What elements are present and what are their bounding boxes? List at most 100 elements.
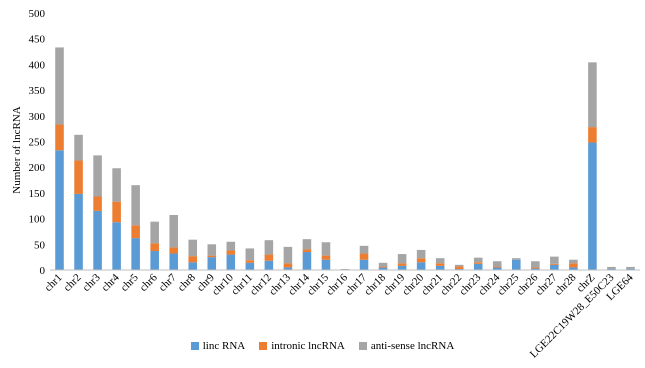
legend-label: anti-sense lncRNA bbox=[370, 340, 455, 352]
bar-segment bbox=[112, 222, 121, 270]
bar-segment bbox=[302, 239, 312, 250]
bar-segment bbox=[226, 241, 236, 251]
y-tick-label: 300 bbox=[29, 111, 46, 123]
bar-segment bbox=[150, 221, 159, 244]
bar-segment bbox=[531, 267, 540, 269]
bar-segment bbox=[569, 263, 578, 268]
bar-segment bbox=[226, 250, 236, 255]
bar-segment bbox=[74, 160, 83, 194]
bar-segment bbox=[588, 142, 597, 270]
bar-segment bbox=[74, 193, 83, 270]
bar-segment bbox=[207, 255, 217, 258]
bar-segment bbox=[626, 266, 635, 269]
bar-segment bbox=[321, 259, 331, 270]
bar-segment bbox=[93, 155, 102, 197]
bar-segment bbox=[435, 258, 445, 264]
bar-segment bbox=[321, 242, 331, 256]
bar-segment bbox=[416, 262, 426, 270]
legend: linc RNA intronic lncRNA anti-sense lncRNA bbox=[0, 340, 645, 352]
bar-segment bbox=[131, 185, 140, 226]
bar-segment bbox=[569, 267, 578, 270]
bar-segment bbox=[245, 260, 255, 263]
bar-segment bbox=[283, 267, 293, 270]
x-tick-label: chr2 bbox=[61, 272, 83, 294]
bar-segment bbox=[378, 266, 388, 268]
bar-segment bbox=[245, 262, 255, 270]
bar-segment bbox=[378, 262, 388, 267]
y-tick-label: 400 bbox=[29, 59, 46, 71]
bar-segment bbox=[626, 268, 635, 270]
bar-segment bbox=[454, 266, 464, 269]
bar-segment bbox=[207, 244, 217, 256]
bar-segment bbox=[378, 267, 388, 270]
legend-item: linc RNA bbox=[190, 340, 245, 352]
y-tick-label: 150 bbox=[29, 188, 46, 200]
x-tick-label: chr3 bbox=[80, 271, 103, 294]
bar-segment bbox=[473, 262, 483, 264]
bar-segment bbox=[340, 268, 350, 270]
bar-segment bbox=[492, 266, 502, 268]
y-tick-label: 350 bbox=[29, 85, 46, 97]
bar-segment bbox=[416, 249, 426, 259]
bar-segment bbox=[588, 127, 597, 143]
bar-segment bbox=[169, 215, 178, 248]
bar-segment bbox=[531, 268, 540, 270]
legend-swatch bbox=[358, 342, 367, 350]
bar-segment bbox=[150, 250, 159, 270]
bar-segment bbox=[435, 263, 445, 266]
bar-segment bbox=[397, 265, 407, 270]
bar-segment bbox=[112, 201, 121, 223]
bar-segment bbox=[492, 267, 502, 270]
bar-segment bbox=[550, 256, 559, 264]
bar-segment bbox=[473, 257, 483, 263]
bar-segment bbox=[283, 263, 293, 268]
bar-segment bbox=[321, 255, 331, 260]
bar-segment bbox=[55, 124, 64, 151]
bar-segment bbox=[302, 252, 312, 270]
bar-segment bbox=[169, 253, 178, 270]
legend-swatch bbox=[190, 342, 199, 350]
y-tick-label: 50 bbox=[34, 239, 46, 251]
bar-segment bbox=[397, 263, 407, 266]
bars bbox=[55, 47, 635, 270]
bar-segment bbox=[264, 254, 274, 261]
bar-segment bbox=[226, 254, 236, 270]
bar-segment bbox=[131, 238, 140, 270]
y-tick-label: 100 bbox=[29, 214, 46, 226]
x-tick-label: chr1 bbox=[42, 272, 64, 294]
y-axis-title: Number of lncRNA bbox=[11, 106, 23, 193]
y-tick-label: 200 bbox=[29, 162, 46, 174]
bar-segment bbox=[359, 253, 369, 260]
bar-segment bbox=[588, 62, 597, 128]
bar-segment bbox=[550, 264, 559, 270]
bar-segment bbox=[93, 196, 102, 211]
bar-segment bbox=[607, 266, 616, 269]
bar-segment bbox=[359, 245, 369, 254]
bar-segment bbox=[188, 256, 198, 263]
bar-segment bbox=[283, 246, 293, 264]
x-tick-label: chr7 bbox=[157, 271, 180, 294]
bar-segment bbox=[492, 261, 502, 267]
y-axis: 0 50 100 150 200 250 300 350 400 450 500 bbox=[29, 8, 46, 277]
y-tick-label: 250 bbox=[29, 137, 46, 149]
bar-segment bbox=[55, 150, 64, 270]
bar-segment bbox=[550, 263, 559, 265]
bar-segment bbox=[302, 249, 312, 253]
bar-segment bbox=[112, 168, 121, 202]
legend-item: anti-sense lncRNA bbox=[358, 340, 455, 352]
bar-segment bbox=[569, 259, 578, 264]
bar-segment bbox=[435, 265, 445, 270]
x-tick-label: chr5 bbox=[118, 271, 141, 294]
y-tick-label: 500 bbox=[29, 8, 46, 20]
bar-segment bbox=[607, 268, 616, 270]
bar-segment bbox=[454, 268, 464, 270]
x-tick-label: chr6 bbox=[137, 271, 160, 294]
bar-segment bbox=[416, 258, 426, 263]
bar-segment bbox=[207, 257, 217, 270]
x-tick-label: chr4 bbox=[99, 271, 122, 294]
bar-segment bbox=[473, 263, 483, 270]
bar-segment bbox=[512, 259, 521, 270]
bar-segment bbox=[359, 259, 369, 270]
legend-item: intronic lncRNA bbox=[259, 340, 345, 352]
